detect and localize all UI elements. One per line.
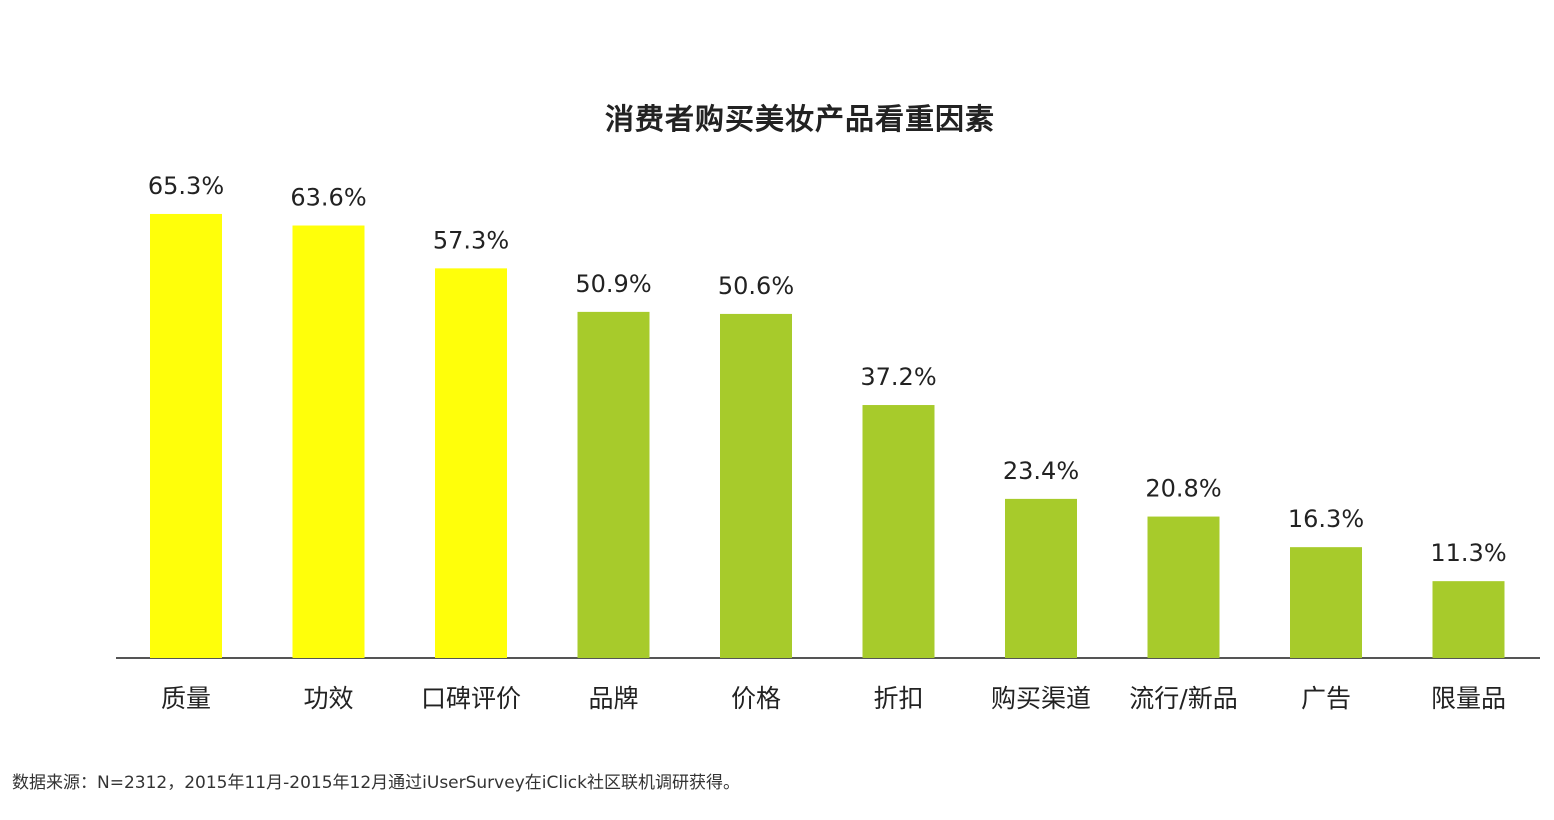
value-label-7: 23.4%	[1003, 457, 1079, 485]
value-label-6: 37.2%	[860, 363, 936, 391]
bar-10	[1432, 581, 1505, 658]
bar-5	[720, 313, 792, 658]
category-label-1: 质量	[161, 684, 211, 713]
value-label-10: 11.3%	[1430, 539, 1506, 567]
category-label-9: 广告	[1301, 684, 1351, 713]
value-label-3: 57.3%	[433, 226, 509, 254]
bar-2	[292, 225, 365, 658]
category-label-3: 口碑评价	[421, 684, 521, 713]
category-label-7: 购买渠道	[991, 684, 1091, 713]
value-label-4: 50.9%	[575, 270, 651, 298]
category-label-2: 功效	[303, 684, 353, 713]
bars-group	[150, 213, 1505, 658]
value-label-5: 50.6%	[718, 272, 794, 300]
value-label-9: 16.3%	[1288, 505, 1364, 533]
bar-4	[577, 311, 650, 658]
data-source-note: 数据来源：N=2312，2015年11月-2015年12月通过iUserSurv…	[12, 773, 740, 793]
category-label-4: 品牌	[588, 684, 638, 713]
category-label-10: 限量品	[1431, 684, 1506, 713]
value-label-1: 65.3%	[148, 172, 224, 200]
category-label-8: 流行/新品	[1129, 684, 1237, 713]
value-label-2: 63.6%	[290, 184, 366, 212]
bar-6	[862, 405, 935, 658]
bar-1	[150, 213, 222, 658]
value-label-8: 20.8%	[1145, 475, 1221, 503]
chart-title: 消费者购买美妆产品看重因素	[604, 102, 995, 136]
bar-9	[1290, 547, 1362, 658]
bar-8	[1147, 516, 1220, 658]
category-label-6: 折扣	[873, 684, 923, 713]
category-labels-group: 质量 功效 口碑评价 品牌 价格 折扣 购买渠道 流行/新品 广告 限量品	[161, 684, 1506, 713]
value-labels-group: 65.3% 63.6% 57.3% 50.9% 50.6% 37.2% 23.4% 20.8%…	[148, 172, 1507, 567]
bar-7	[1005, 498, 1077, 658]
bar-3	[435, 268, 507, 658]
category-label-5: 价格	[731, 684, 781, 713]
